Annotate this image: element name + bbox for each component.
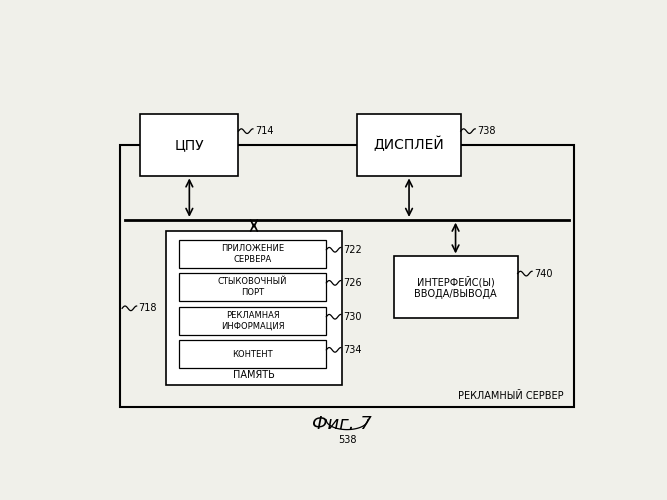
Bar	[179, 273, 326, 302]
Bar	[179, 307, 326, 336]
Text: 734: 734	[343, 345, 362, 355]
Text: 538: 538	[338, 436, 356, 446]
Text: 722: 722	[343, 245, 362, 255]
Text: 740: 740	[534, 268, 553, 278]
Text: ДИСПЛЕЙ: ДИСПЛЕЙ	[374, 137, 444, 152]
Text: РЕКЛАМНАЯ
ИНФОРМАЦИЯ: РЕКЛАМНАЯ ИНФОРМАЦИЯ	[221, 312, 285, 330]
Bar	[179, 240, 326, 268]
Text: 738: 738	[478, 126, 496, 136]
Text: РЕКЛАМНЫЙ СЕРВЕР: РЕКЛАМНЫЙ СЕРВЕР	[458, 390, 564, 400]
Bar	[140, 114, 239, 176]
Bar	[179, 340, 326, 368]
Text: 714: 714	[255, 126, 273, 136]
Text: КОНТЕНТ: КОНТЕНТ	[232, 350, 273, 358]
Text: 726: 726	[343, 278, 362, 288]
Text: ПРИЛОЖЕНИЕ
СЕРВЕРА: ПРИЛОЖЕНИЕ СЕРВЕРА	[221, 244, 284, 264]
Bar	[394, 256, 518, 318]
Text: 730: 730	[343, 312, 362, 322]
Text: ИНТЕРФЕЙС(Ы)
ВВОДА/ВЫВОДА: ИНТЕРФЕЙС(Ы) ВВОДА/ВЫВОДА	[414, 276, 497, 298]
Text: ПАМЯТЬ: ПАМЯТЬ	[233, 370, 275, 380]
Text: ЦПУ: ЦПУ	[175, 138, 204, 151]
Bar	[119, 144, 574, 406]
Text: 718: 718	[139, 304, 157, 314]
Bar	[166, 232, 342, 386]
Text: Фиг. 7: Фиг. 7	[312, 416, 372, 434]
Text: СТЫКОВОЧНЫЙ
ПОРТ: СТЫКОВОЧНЫЙ ПОРТ	[218, 278, 287, 297]
Bar	[358, 114, 461, 176]
